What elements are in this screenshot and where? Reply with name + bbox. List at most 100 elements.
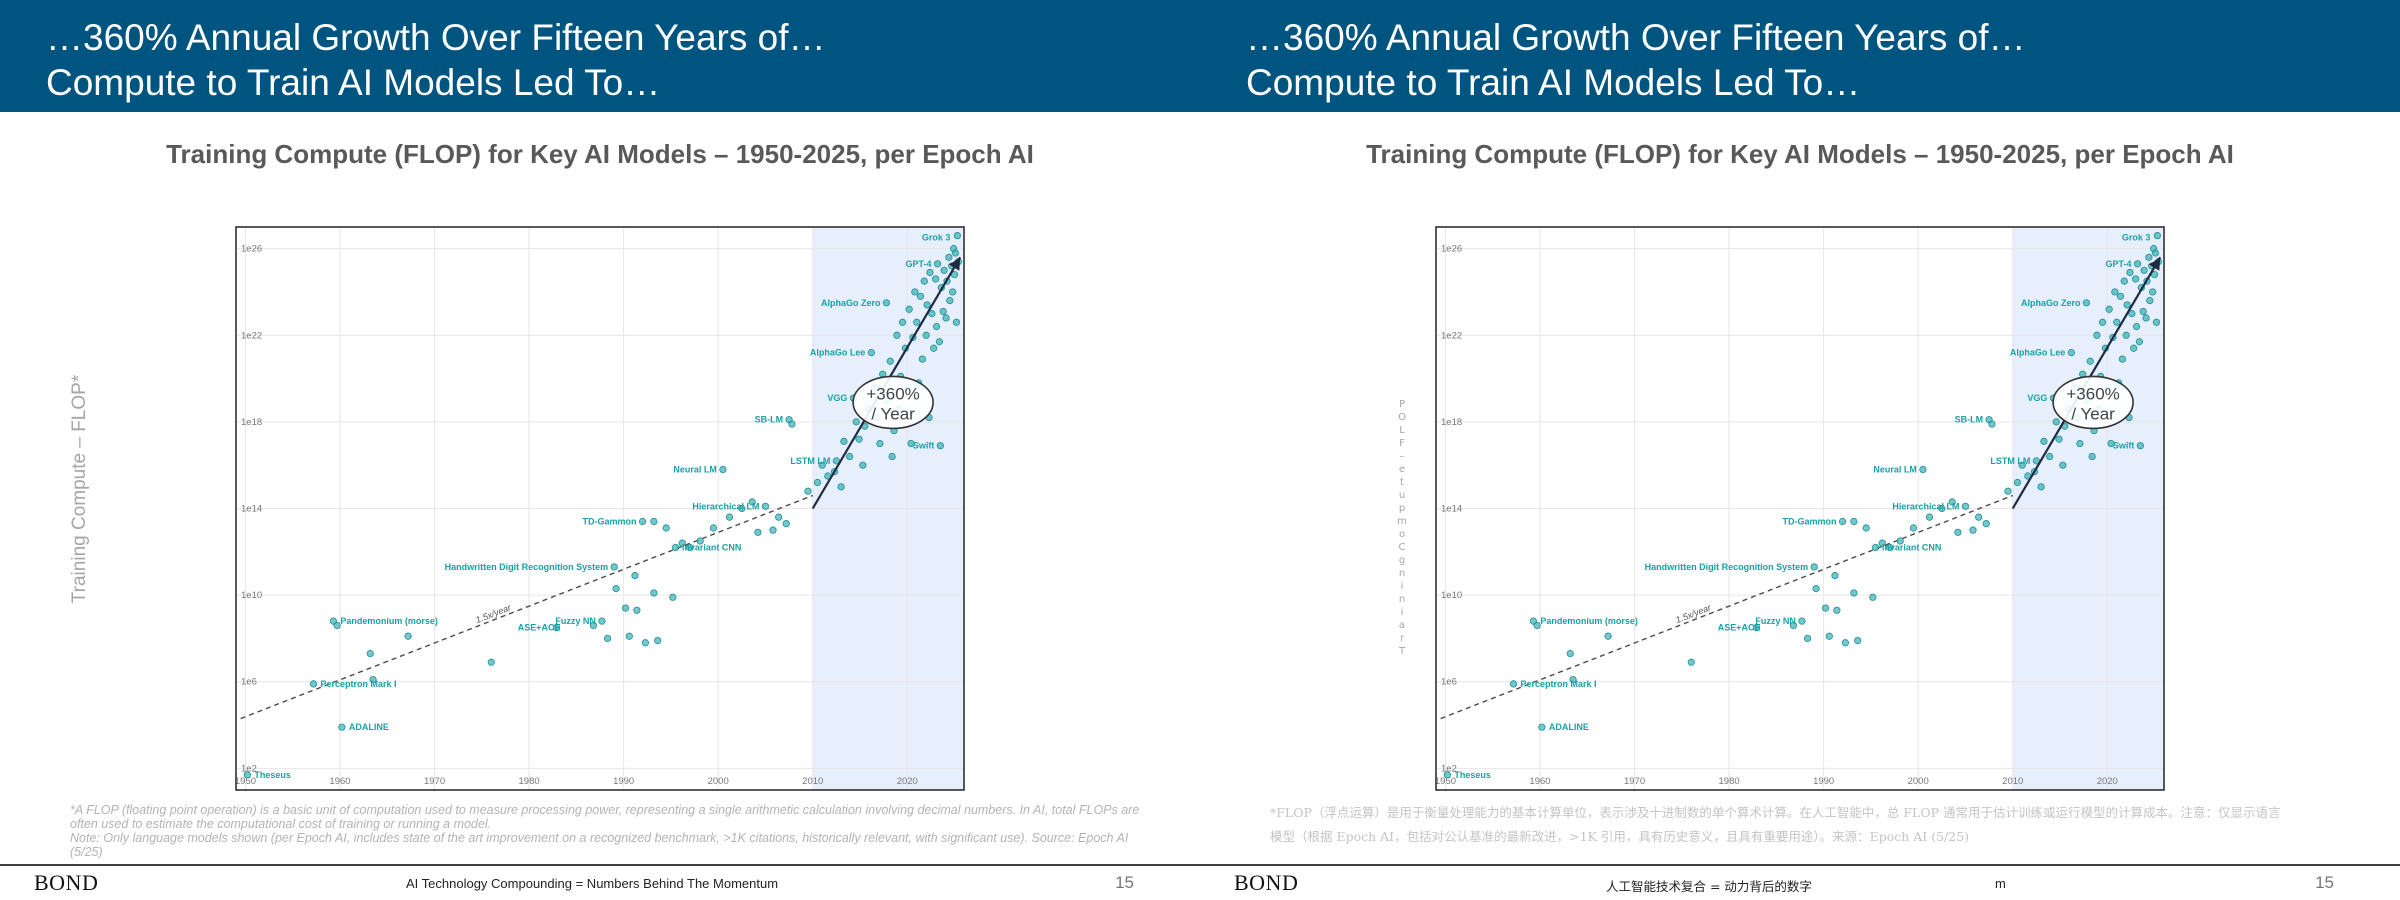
y-axis-title-char: m <box>1397 516 1407 527</box>
data-point <box>859 461 867 469</box>
data-point <box>769 526 777 534</box>
model-label: Fuzzy NN <box>555 616 596 626</box>
data-point <box>2128 310 2136 318</box>
data-point <box>1538 723 1546 731</box>
data-point <box>633 606 641 614</box>
y-axis-title-char: T <box>1398 646 1406 657</box>
y-tick-label: 1e14 <box>1441 504 1462 515</box>
footer-caption: AI Technology Compounding = Numbers Behi… <box>406 876 779 891</box>
y-tick-label: 1e10 <box>1441 590 1462 601</box>
x-tick-label: 1970 <box>1624 776 1645 787</box>
data-point <box>940 266 948 274</box>
data-point <box>2040 437 2048 445</box>
y-axis-title-char: n <box>1398 594 1406 605</box>
data-point <box>2123 301 2131 309</box>
data-point <box>932 275 940 283</box>
data-point <box>945 253 953 261</box>
model-label: AlphaGo Zero <box>2021 298 2081 308</box>
plot-frame <box>1435 226 2165 791</box>
trend-line-historical <box>240 494 813 720</box>
x-tick-label: 1990 <box>1813 776 1834 787</box>
data-point <box>610 563 618 571</box>
footnote: *FLOP（浮点运算）是用于衡量处理能力的基本计算单位，表示涉及十进制数的单个算… <box>1270 801 2380 849</box>
model-label: ADALINE <box>349 722 389 732</box>
data-point <box>2111 288 2119 296</box>
data-point <box>2037 483 2045 491</box>
y-axis-title-char: r <box>1399 633 1405 644</box>
model-label: Pandemonium (morse) <box>340 616 438 626</box>
data-point <box>913 318 921 326</box>
data-point <box>916 292 925 300</box>
data-point <box>845 452 854 461</box>
data-point <box>907 439 915 448</box>
data-point <box>1803 634 1812 643</box>
page-number: 15 <box>2315 873 2334 892</box>
data-point <box>678 539 686 547</box>
trend-rate-label: 1.5x/year <box>1674 602 1713 625</box>
trend-arrowhead <box>2148 257 2161 271</box>
model-label: Theseus <box>1454 770 1491 780</box>
data-point <box>631 572 639 580</box>
model-label: ASE+ACE <box>518 623 561 633</box>
x-tick-label: 1980 <box>519 776 540 787</box>
y-axis-title-char: u <box>1398 490 1406 501</box>
chart-title: Training Compute (FLOP) for Key AI Model… <box>166 139 1034 169</box>
chart-title: Training Compute (FLOP) for Key AI Model… <box>1366 139 2234 169</box>
y-tick-label: 1e22 <box>241 330 262 341</box>
model-label: Handwritten Digit Recognition System <box>445 562 609 572</box>
data-point <box>1798 617 1806 625</box>
slide-header: …360% Annual Growth Over Fifteen Years o… <box>0 0 1200 112</box>
footnote-definition: *A FLOP (floating point operation) is a … <box>70 803 1140 831</box>
footnote: *A FLOP (floating point operation) is a … <box>70 803 1160 859</box>
model-label: Grok 3 <box>2122 233 2151 243</box>
data-point <box>893 331 901 339</box>
data-point <box>920 277 928 285</box>
data-point <box>1841 639 1849 647</box>
data-point <box>876 439 884 448</box>
data-point <box>911 288 919 296</box>
footnote-line2: 模型（根据 Epoch AI，包括对公认基准的最新改进，>1K 引用，具有历史意… <box>1270 829 1970 844</box>
slide-english: …360% Annual Growth Over Fifteen Years o… <box>0 0 1200 895</box>
model-label: Swift <box>913 441 935 451</box>
data-point <box>338 723 346 731</box>
data-point <box>603 634 612 643</box>
data-point <box>2088 452 2096 461</box>
data-point <box>2132 275 2140 283</box>
data-point <box>2145 253 2153 261</box>
data-point <box>926 268 934 277</box>
x-tick-label: 1980 <box>1719 776 1740 787</box>
data-point <box>1752 623 1761 632</box>
y-tick-label: 1e6 <box>241 677 257 688</box>
data-point <box>1833 606 1841 614</box>
data-point <box>2135 338 2144 346</box>
data-point <box>946 297 954 305</box>
x-tick-label: 2010 <box>2002 776 2023 787</box>
data-point <box>1825 632 1833 640</box>
header-title-line2: Compute to Train AI Models Led To… <box>1246 62 1861 103</box>
data-point <box>2086 357 2094 365</box>
data-point <box>366 649 374 658</box>
data-point <box>748 498 756 506</box>
model-label: Hierarchical LM <box>692 501 759 511</box>
data-point <box>932 323 941 331</box>
data-point <box>1789 621 1797 630</box>
data-point <box>2146 297 2154 305</box>
data-point <box>719 465 727 474</box>
slide-chinese: …360% Annual Growth Over Fifteen Years o… <box>1200 0 2400 900</box>
data-point <box>1919 465 1927 474</box>
model-label: Neural LM <box>1873 465 1917 475</box>
model-label: LSTM LM <box>790 456 830 466</box>
data-point <box>928 310 936 318</box>
data-point <box>2018 461 2026 469</box>
data-point <box>1831 572 1839 580</box>
data-point <box>918 355 927 363</box>
data-point <box>888 452 896 461</box>
model-label: ASE+ACE <box>1718 623 1761 633</box>
data-point <box>788 420 796 428</box>
data-point <box>2004 487 2012 495</box>
data-point <box>709 524 718 532</box>
data-point <box>1862 524 1870 532</box>
model-label: Pandemonium (morse) <box>1540 616 1638 626</box>
data-point <box>487 658 495 666</box>
model-label: AlphaGo Lee <box>810 348 866 358</box>
